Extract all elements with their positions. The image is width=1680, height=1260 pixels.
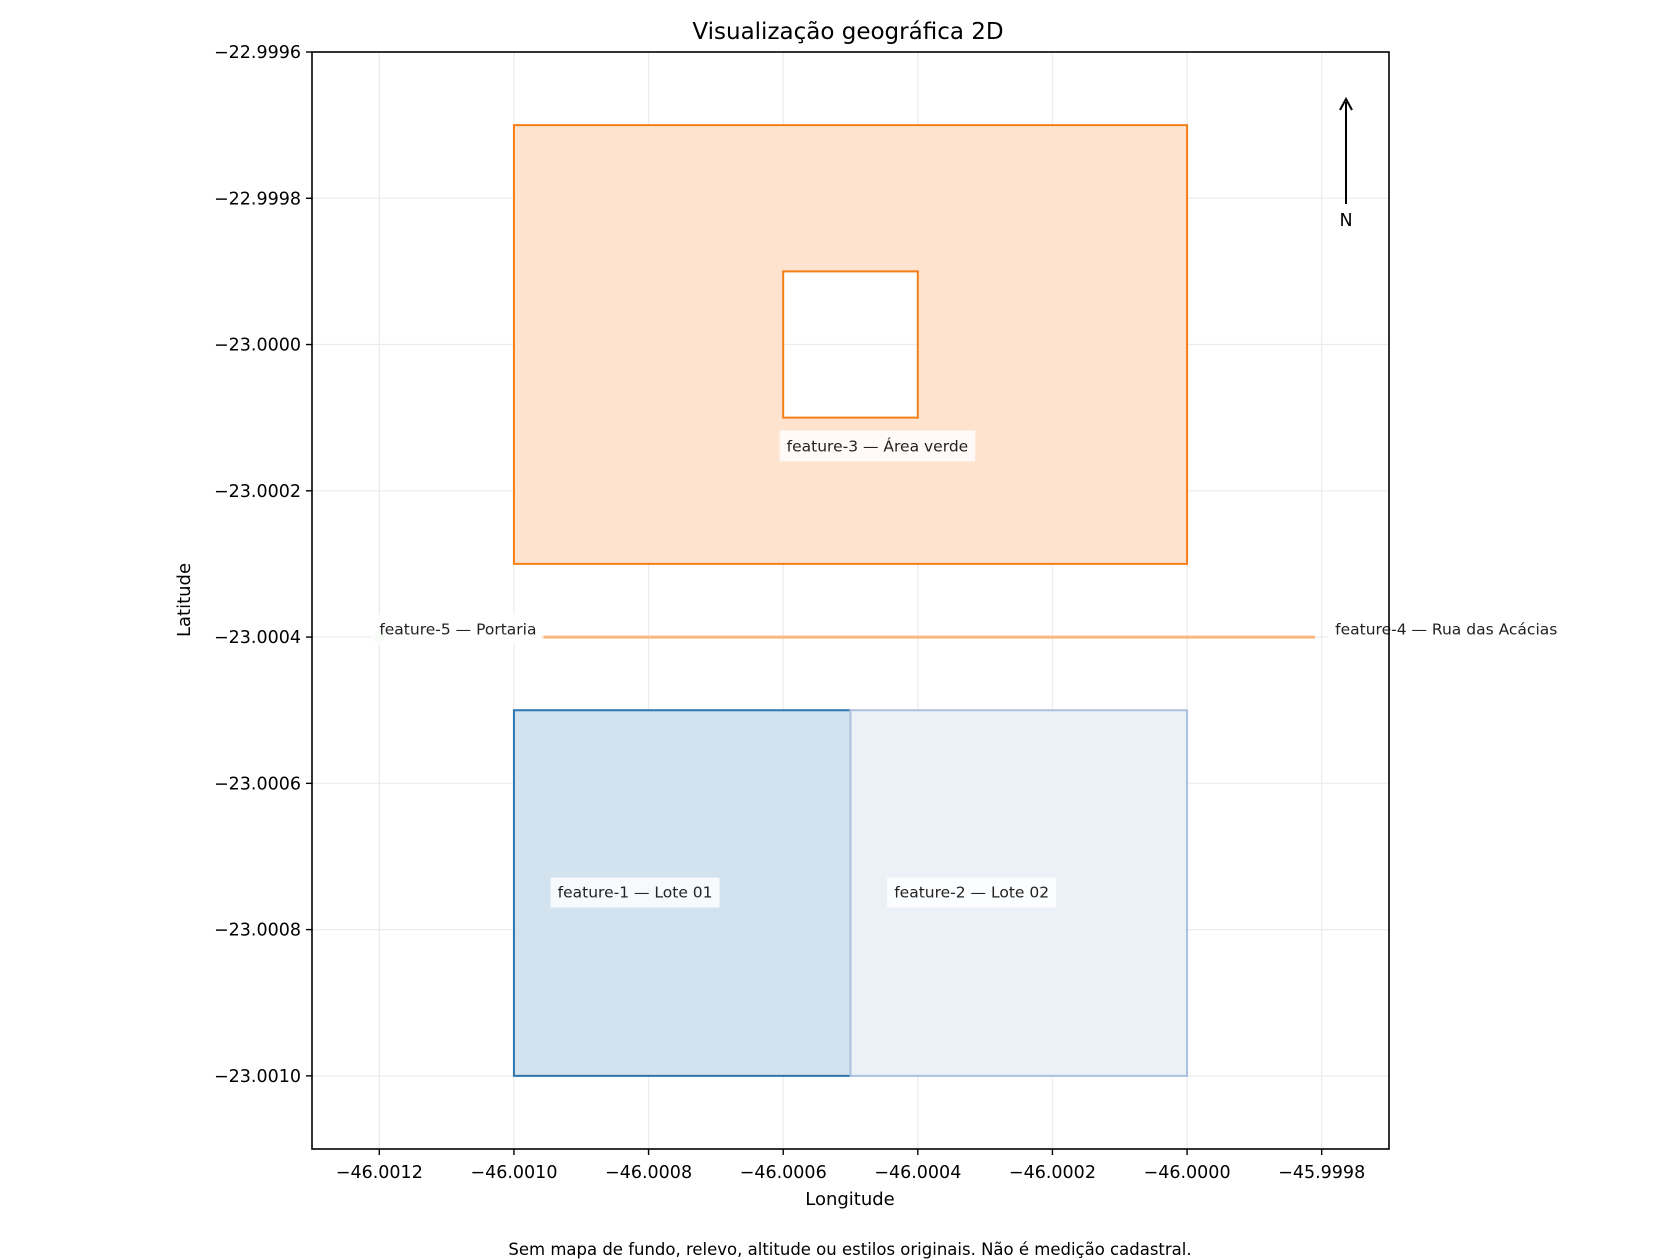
y-tick-label: −23.0010 xyxy=(214,1067,301,1087)
x-tick-label: −46.0010 xyxy=(470,1163,557,1183)
north-arrow: N xyxy=(1339,96,1353,231)
feature-1-label-box xyxy=(550,877,720,908)
y-axis-ticks: −22.9996 −22.9998 −23.0000 −23.0002 −23.0004… xyxy=(214,43,312,1087)
feature-2-label-box xyxy=(887,877,1057,908)
north-arrow-head xyxy=(1339,96,1353,111)
y-tick-label: −23.0004 xyxy=(214,628,301,648)
y-tick-label: −23.0000 xyxy=(214,336,301,356)
feature-4-label-group: feature-4 — Rua das Acácias xyxy=(1328,614,1565,645)
x-tick-label: −46.0000 xyxy=(1144,1163,1231,1183)
feature-5-label: feature-5 — Portaria xyxy=(379,620,536,638)
feature-5-label-box xyxy=(372,614,544,645)
y-tick-label: −23.0006 xyxy=(214,774,301,794)
footnote: Sem mapa de fundo, relevo, altitude ou e… xyxy=(508,1240,1191,1259)
feature-3-label-box xyxy=(779,430,976,462)
x-tick-label: −46.0008 xyxy=(605,1163,692,1183)
y-axis-label: Latitude xyxy=(174,563,195,637)
x-axis-label: Longitude xyxy=(805,1189,895,1210)
x-tick-label: −45.9998 xyxy=(1278,1163,1365,1183)
feature-4-label: feature-4 — Rua das Acácias xyxy=(1335,620,1557,638)
feature-3-label: feature-3 — Área verde xyxy=(787,436,969,455)
feature-3-label-group: feature-3 — Área verde xyxy=(779,430,976,462)
feature-3-polygon xyxy=(512,124,1189,565)
feature-2-label: feature-2 — Lote 02 xyxy=(894,884,1049,902)
north-arrow-label: N xyxy=(1339,211,1352,231)
feature-1-label-group: feature-1 — Lote 01 xyxy=(550,877,720,908)
feature-2-label-group: feature-2 — Lote 02 xyxy=(887,877,1057,908)
x-tick-label: −46.0006 xyxy=(740,1163,827,1183)
x-tick-label: −46.0012 xyxy=(336,1163,423,1183)
feature-4-label-box xyxy=(1328,614,1565,645)
y-tick-label: −22.9998 xyxy=(214,189,301,209)
plot-frame xyxy=(311,51,1390,1150)
feature-5-label-group: feature-5 — Portaria xyxy=(372,614,544,645)
y-tick-label: −23.0002 xyxy=(214,482,301,502)
x-axis-ticks: −46.0012 −46.0010 −46.0008 −46.0006 −46.0004… xyxy=(336,1149,1365,1183)
map-features: feature-1 — Lote 01 feature-2 — Lote 02 fe… xyxy=(372,124,1565,1077)
feature-1-label: feature-1 — Lote 01 xyxy=(558,884,713,902)
chart-title: Visualização geográfica 2D xyxy=(692,19,1003,45)
x-tick-label: −46.0002 xyxy=(1009,1163,1096,1183)
y-tick-label: −23.0008 xyxy=(214,921,301,941)
x-tick-label: −46.0004 xyxy=(874,1163,961,1183)
y-tick-label: −22.9996 xyxy=(214,43,301,63)
